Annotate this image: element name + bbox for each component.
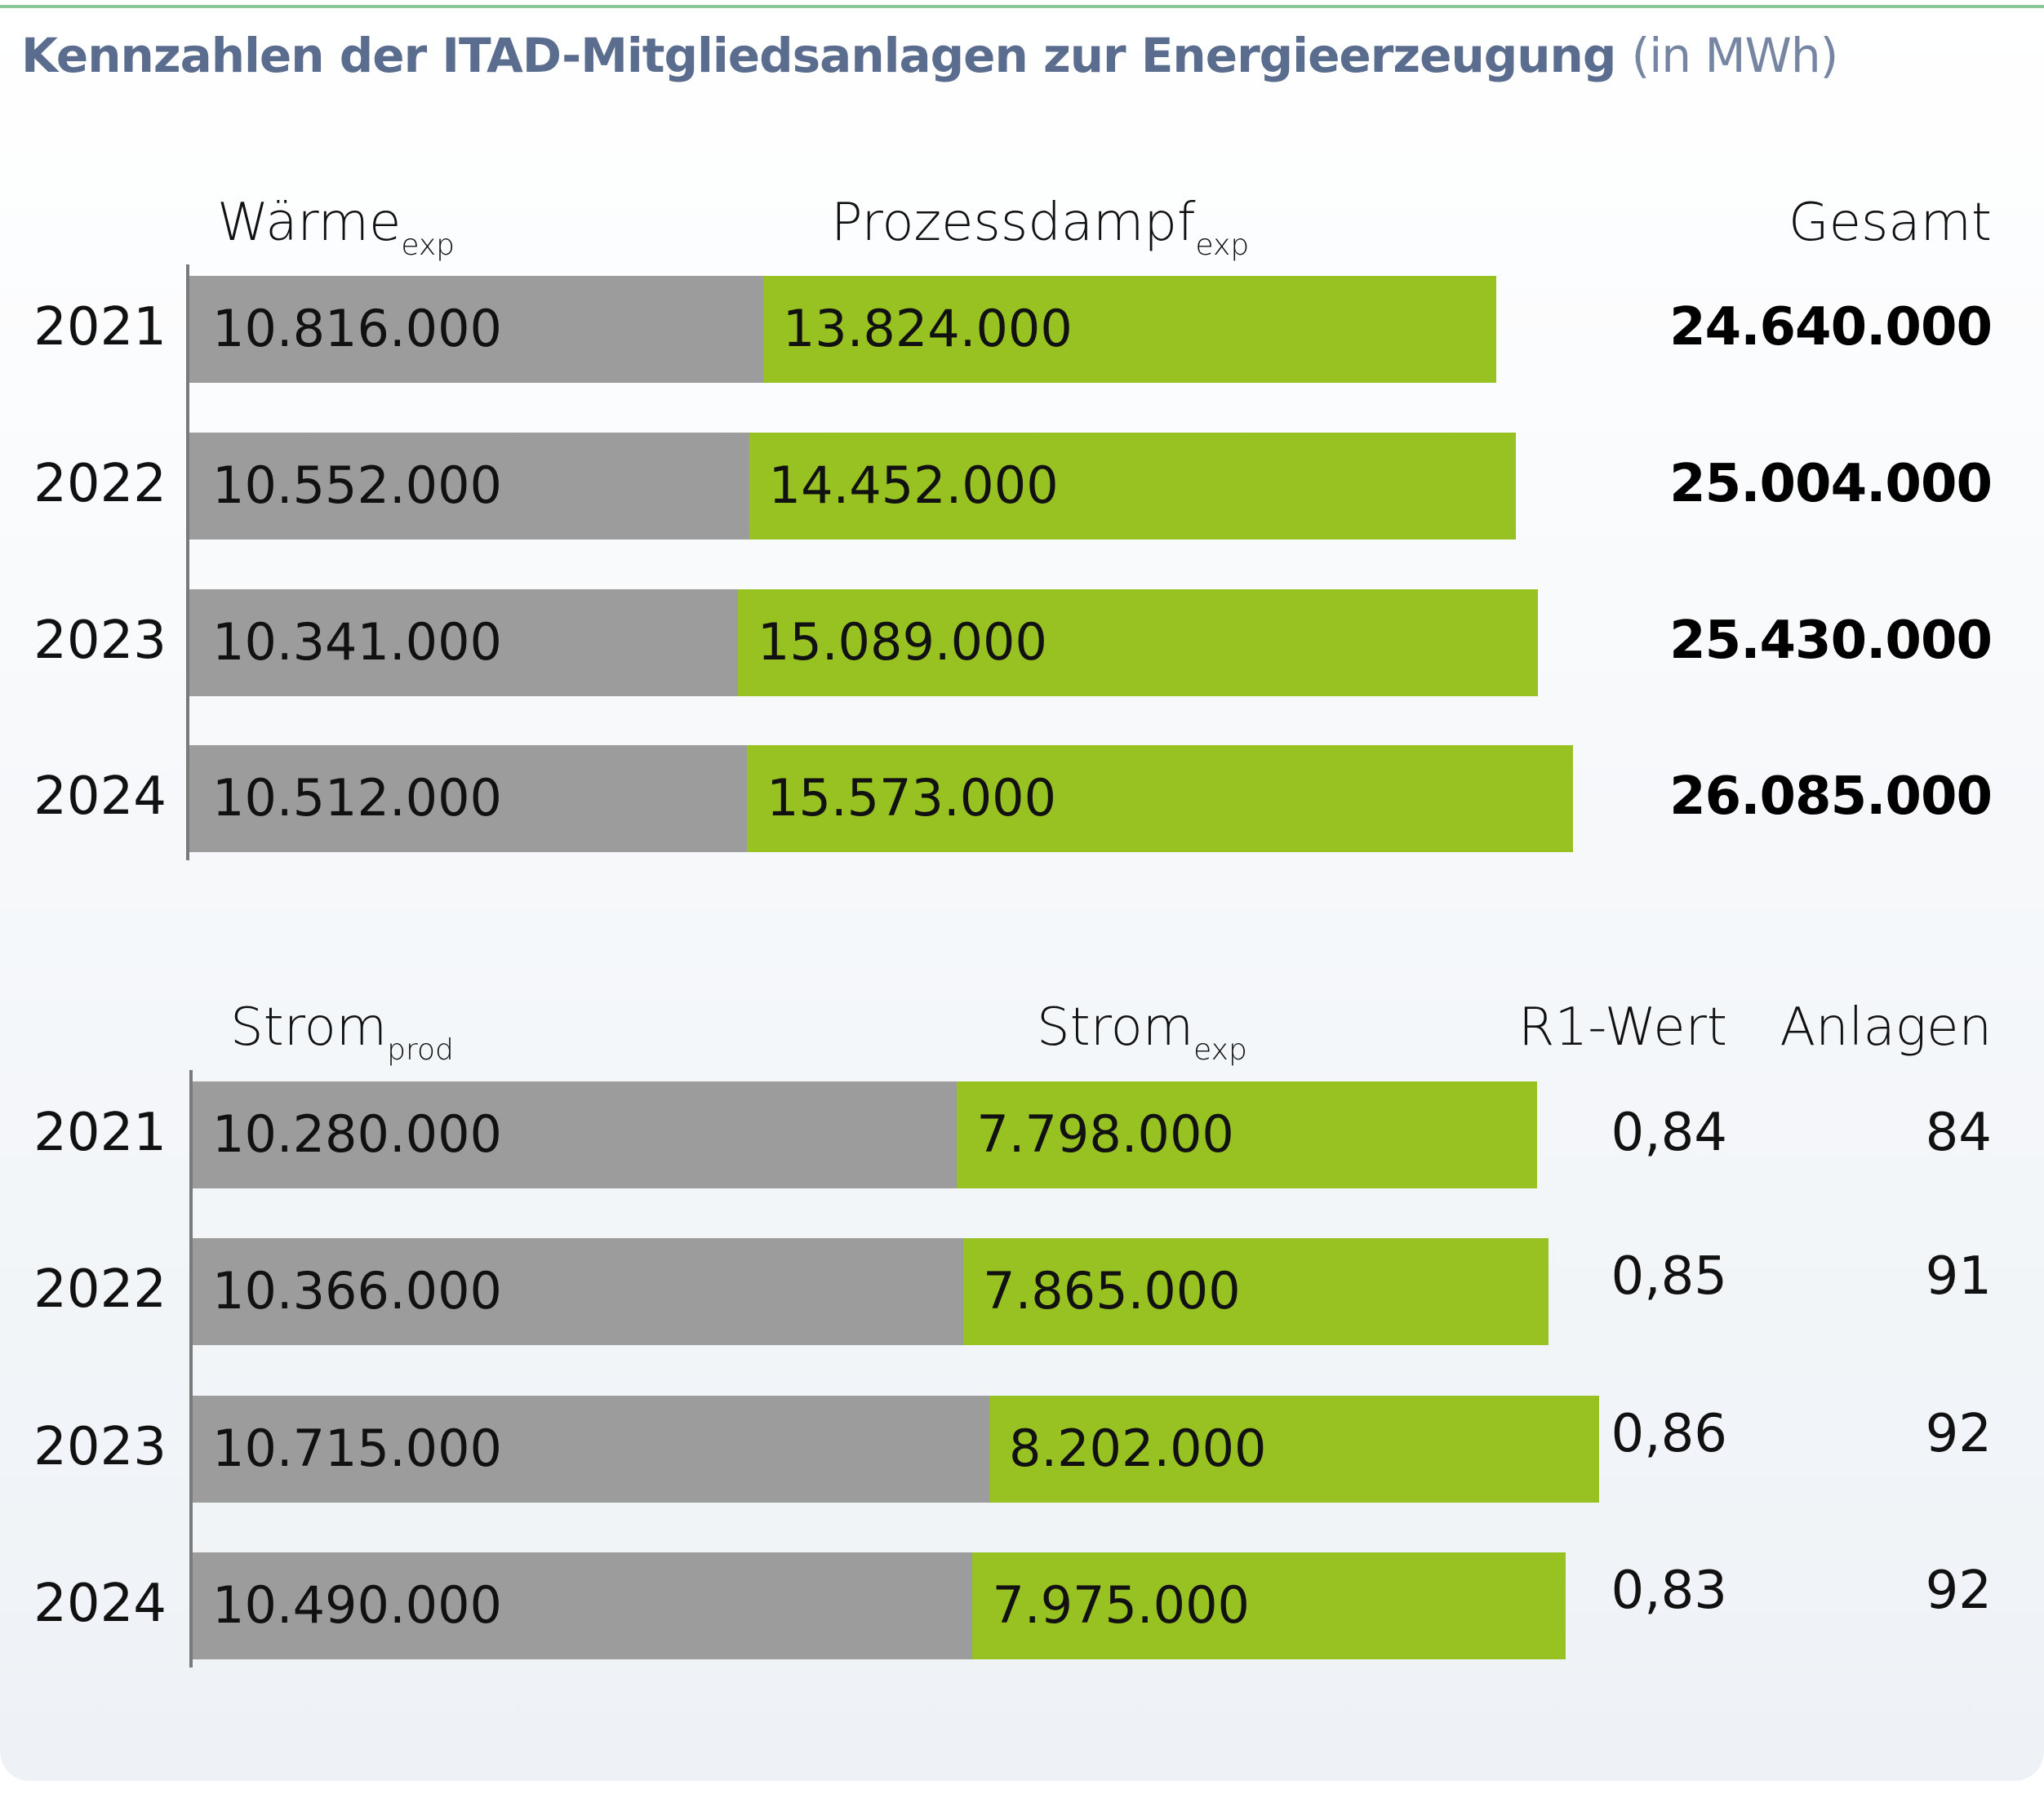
header-prozessdampf-subscript: exp (1195, 229, 1250, 262)
bar-value-label: 7.798.000 (976, 1104, 1234, 1164)
bar-value-label: 7.865.000 (983, 1261, 1241, 1321)
r1-value: 0,84 (1611, 1103, 1728, 1163)
anlagen-value: 92 (1925, 1404, 1992, 1464)
bar-value-label: 10.341.000 (212, 612, 502, 672)
year-label: 2022 (33, 1259, 167, 1320)
header-strom-prod-name: Strom (230, 997, 388, 1058)
bar-value-label: 10.552.000 (212, 455, 502, 515)
year-label: 2023 (33, 1417, 167, 1477)
total-value: 24.640.000 (1669, 297, 1993, 357)
header-strom-prod: Stromprod (230, 997, 454, 1067)
total-value: 25.004.000 (1669, 454, 1993, 514)
bar-green-segment (762, 276, 1497, 383)
bar-gray-segment (189, 276, 763, 383)
title-unit: (in MWh) (1631, 28, 1839, 83)
bar-value-label: 10.490.000 (212, 1575, 502, 1635)
header-strom-exp-name: Strom (1037, 997, 1194, 1058)
year-label: 2022 (33, 454, 167, 514)
bar-value-label: 15.573.000 (766, 768, 1057, 828)
r1-value: 0,83 (1611, 1561, 1728, 1621)
header-gesamt: Gesamt (1788, 193, 1992, 253)
r1-value: 0,85 (1611, 1246, 1728, 1307)
header-strom-exp-subscript: exp (1193, 1033, 1247, 1067)
total-value: 26.085.000 (1669, 766, 1993, 827)
bar-gray-segment (193, 1396, 989, 1503)
bar-value-label: 8.202.000 (1008, 1419, 1267, 1478)
y-axis-line (189, 1070, 193, 1667)
year-label: 2024 (33, 1574, 167, 1634)
bar-value-label: 15.089.000 (757, 612, 1047, 672)
bar-value-label: 13.824.000 (782, 299, 1073, 358)
bar-gray-segment (193, 1238, 964, 1345)
year-label: 2021 (33, 297, 167, 357)
bar-green-segment (737, 589, 1539, 696)
bar-gray-segment (189, 433, 749, 540)
header-anlagen: Anlagen (1780, 997, 1992, 1058)
r1-value: 0,86 (1611, 1404, 1728, 1464)
bar-gray-segment (193, 1552, 973, 1659)
bar-gray-segment (193, 1081, 958, 1188)
bar-gray-segment (189, 745, 748, 852)
bar-green-segment (749, 433, 1516, 540)
header-waerme-name: Wärme (217, 193, 402, 253)
header-waerme: Wärmeexp (217, 193, 455, 262)
header-waerme-subscript: exp (401, 229, 455, 262)
bar-value-label: 10.512.000 (212, 768, 502, 828)
bar-value-label: 7.975.000 (992, 1575, 1250, 1635)
header-r1-wert: R1-Wert (1518, 997, 1727, 1058)
header-strom-prod-subscript: prod (387, 1033, 454, 1067)
anlagen-value: 84 (1925, 1103, 1992, 1163)
header-prozessdampf-name: Prozessdampf (831, 193, 1196, 253)
bar-green-segment (747, 745, 1573, 852)
bar-value-label: 10.816.000 (212, 299, 502, 358)
total-value: 25.430.000 (1669, 611, 1993, 671)
bar-green-segment (989, 1396, 1599, 1503)
bar-gray-segment (189, 589, 738, 696)
bar-value-label: 10.366.000 (212, 1261, 502, 1321)
title-text: Kennzahlen der ITAD-Mitgliedsanlagen zur… (21, 28, 1616, 83)
header-strom-exp: Stromexp (1037, 997, 1247, 1067)
y-axis-line (186, 264, 189, 860)
page-title: Kennzahlen der ITAD-Mitgliedsanlagen zur… (21, 28, 1839, 83)
bar-green-segment (957, 1081, 1537, 1188)
header-prozessdampf: Prozessdampfexp (831, 193, 1249, 262)
bar-value-label: 14.452.000 (768, 455, 1059, 515)
year-label: 2021 (33, 1103, 167, 1163)
bar-green-segment (963, 1238, 1549, 1345)
bar-green-segment (972, 1552, 1566, 1659)
year-label: 2023 (33, 611, 167, 671)
year-label: 2024 (33, 766, 167, 827)
anlagen-value: 91 (1925, 1246, 1992, 1307)
bar-value-label: 10.280.000 (212, 1104, 502, 1164)
anlagen-value: 92 (1925, 1561, 1992, 1621)
accent-line (0, 5, 2044, 8)
bar-value-label: 10.715.000 (212, 1419, 502, 1478)
